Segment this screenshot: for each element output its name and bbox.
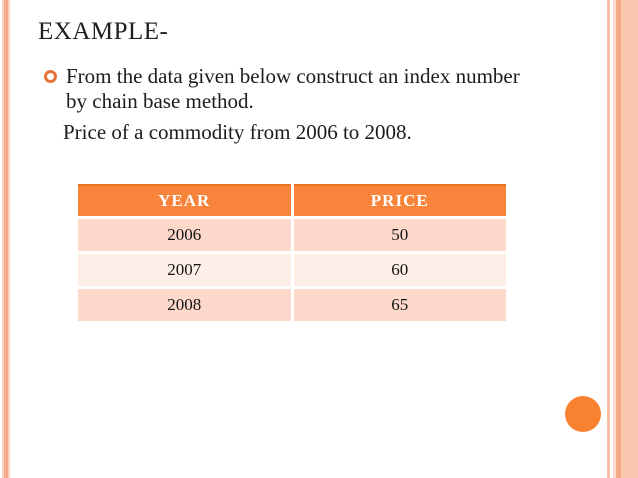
year-cell: 2007 — [78, 252, 294, 289]
subtitle-text: Price of a commodity from 2006 to 2008. — [63, 120, 412, 144]
price-cell: 50 — [292, 217, 506, 254]
bullet-circle-icon — [44, 70, 57, 83]
right-border-stripe-decoration — [604, 0, 638, 478]
left-border-stripe-decoration — [0, 0, 12, 478]
table-header-row: YEAR PRICE — [78, 184, 506, 219]
table-header-year: YEAR — [78, 184, 294, 219]
table-row: 2007 60 — [78, 252, 506, 289]
year-cell: 2006 — [78, 217, 294, 254]
year-cell: 2008 — [78, 287, 294, 324]
price-cell: 60 — [292, 252, 506, 289]
orange-circle-decoration — [565, 396, 601, 432]
table-row: 2006 50 — [78, 217, 506, 254]
bullet-text: From the data given below construct an i… — [66, 64, 531, 113]
table-header-price: PRICE — [292, 184, 506, 219]
price-cell: 65 — [292, 287, 506, 324]
table-row: 2008 65 — [78, 287, 506, 324]
bullet-item: From the data given below construct an i… — [44, 64, 524, 114]
slide-title: EXAMPLE- — [38, 18, 169, 45]
price-table: YEAR PRICE 2006 50 2007 60 2008 65 — [78, 184, 506, 324]
